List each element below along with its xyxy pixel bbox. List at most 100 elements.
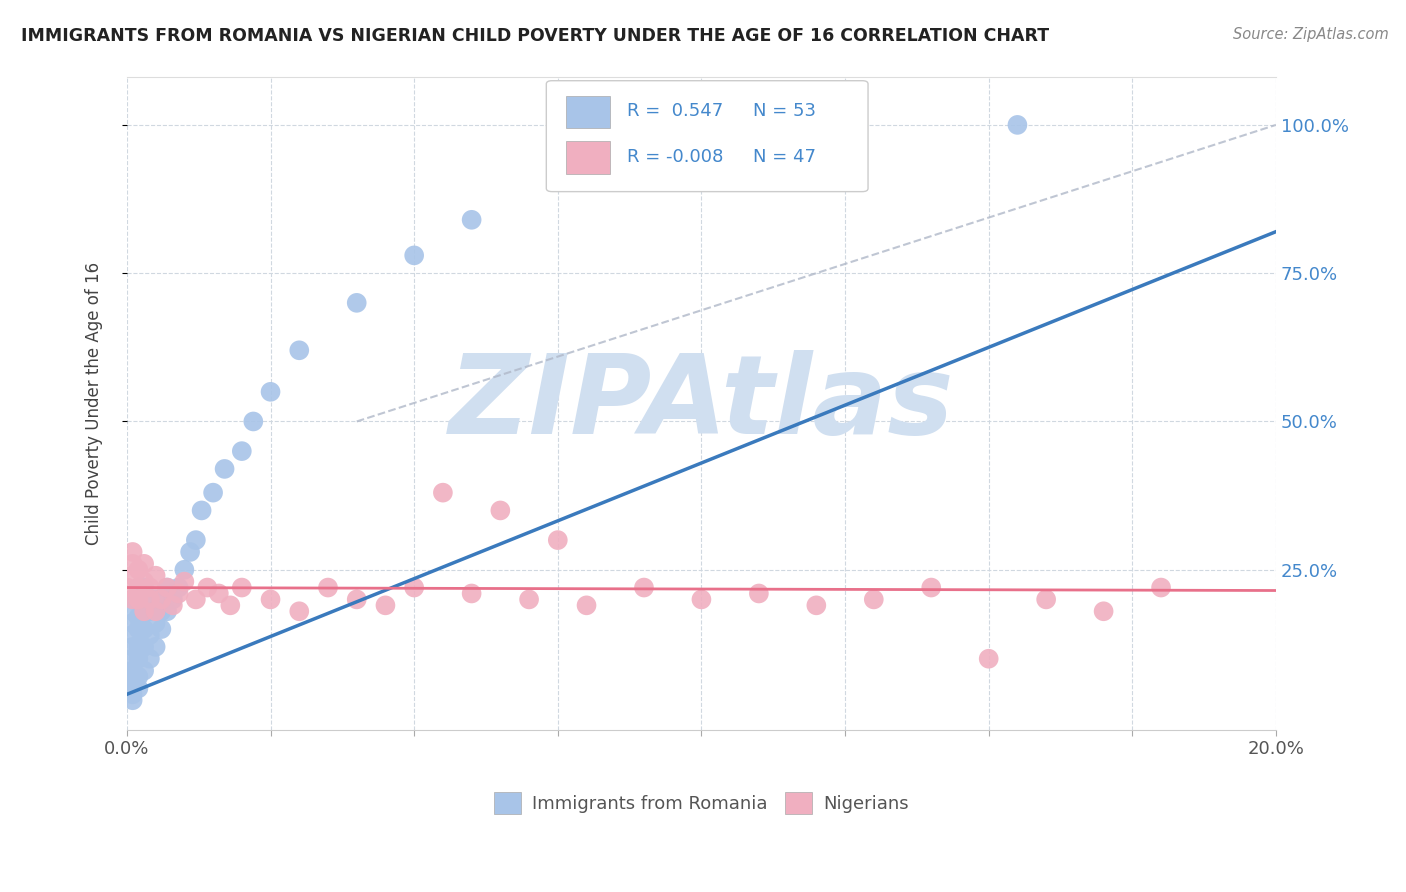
Point: [134, 604, 156, 618]
Point: [150, 592, 173, 607]
Point: [134, 557, 156, 571]
Point: [404, 248, 426, 262]
Point: [690, 153, 713, 168]
Point: [127, 592, 149, 607]
Point: [1007, 118, 1029, 132]
Point: [139, 628, 162, 642]
Point: [115, 669, 138, 683]
Point: [127, 581, 149, 595]
Point: [127, 681, 149, 696]
Point: [517, 592, 540, 607]
Legend: Immigrants from Romania, Nigerians: Immigrants from Romania, Nigerians: [486, 785, 917, 821]
Point: [288, 343, 311, 358]
Point: [346, 592, 368, 607]
Point: [748, 586, 770, 600]
Point: [121, 651, 143, 665]
Point: [977, 651, 1000, 665]
Point: [1092, 604, 1115, 618]
Point: [184, 592, 207, 607]
Point: [1150, 581, 1173, 595]
Point: [121, 687, 143, 701]
Point: [208, 586, 231, 600]
Point: [145, 592, 167, 607]
Point: [575, 599, 598, 613]
Point: [115, 681, 138, 696]
Point: [121, 640, 143, 654]
Point: [288, 604, 311, 618]
Text: R =  0.547: R = 0.547: [627, 103, 723, 120]
Point: [190, 503, 212, 517]
Point: [920, 581, 942, 595]
Point: [134, 581, 156, 595]
Point: [316, 581, 339, 595]
Point: [202, 485, 225, 500]
Point: [167, 586, 190, 600]
Point: [156, 581, 179, 595]
Point: [145, 604, 167, 618]
Point: [346, 296, 368, 310]
Point: [115, 581, 138, 595]
Point: [195, 581, 218, 595]
Point: [127, 610, 149, 624]
Text: Source: ZipAtlas.com: Source: ZipAtlas.com: [1233, 27, 1389, 42]
Point: [173, 563, 195, 577]
Point: [231, 444, 253, 458]
Point: [231, 581, 253, 595]
FancyBboxPatch shape: [565, 141, 610, 174]
Point: [145, 616, 167, 631]
Point: [127, 669, 149, 683]
Point: [127, 640, 149, 654]
Point: [173, 574, 195, 589]
Point: [150, 604, 173, 618]
Point: [806, 599, 828, 613]
Point: [134, 604, 156, 618]
Point: [162, 599, 184, 613]
Point: [121, 664, 143, 678]
Point: [127, 563, 149, 577]
Text: N = 53: N = 53: [754, 103, 815, 120]
Point: [139, 604, 162, 618]
Text: N = 47: N = 47: [754, 148, 815, 166]
Text: R = -0.008: R = -0.008: [627, 148, 723, 166]
Point: [127, 651, 149, 665]
Point: [134, 664, 156, 678]
Point: [374, 599, 396, 613]
Point: [134, 640, 156, 654]
Point: [633, 581, 655, 595]
FancyBboxPatch shape: [547, 80, 868, 192]
Point: [404, 581, 426, 595]
Point: [127, 622, 149, 636]
Point: [460, 586, 482, 600]
Point: [167, 581, 190, 595]
Point: [259, 384, 281, 399]
Point: [121, 557, 143, 571]
Point: [139, 581, 162, 595]
Point: [1035, 592, 1057, 607]
Point: [179, 545, 201, 559]
Point: [184, 533, 207, 547]
Point: [134, 574, 156, 589]
Point: [145, 640, 167, 654]
Point: [156, 581, 179, 595]
Point: [121, 675, 143, 690]
Point: [134, 622, 156, 636]
Point: [121, 592, 143, 607]
Point: [127, 581, 149, 595]
Point: [150, 622, 173, 636]
Text: IMMIGRANTS FROM ROMANIA VS NIGERIAN CHILD POVERTY UNDER THE AGE OF 16 CORRELATIO: IMMIGRANTS FROM ROMANIA VS NIGERIAN CHIL…: [21, 27, 1049, 45]
Point: [139, 592, 162, 607]
Point: [121, 545, 143, 559]
Point: [862, 592, 884, 607]
Point: [145, 568, 167, 582]
Point: [139, 651, 162, 665]
Point: [259, 592, 281, 607]
Point: [121, 693, 143, 707]
Point: [121, 568, 143, 582]
Point: [121, 616, 143, 631]
Point: [219, 599, 242, 613]
Point: [121, 681, 143, 696]
Point: [156, 604, 179, 618]
Point: [489, 503, 512, 517]
Point: [690, 592, 713, 607]
Point: [214, 462, 236, 476]
